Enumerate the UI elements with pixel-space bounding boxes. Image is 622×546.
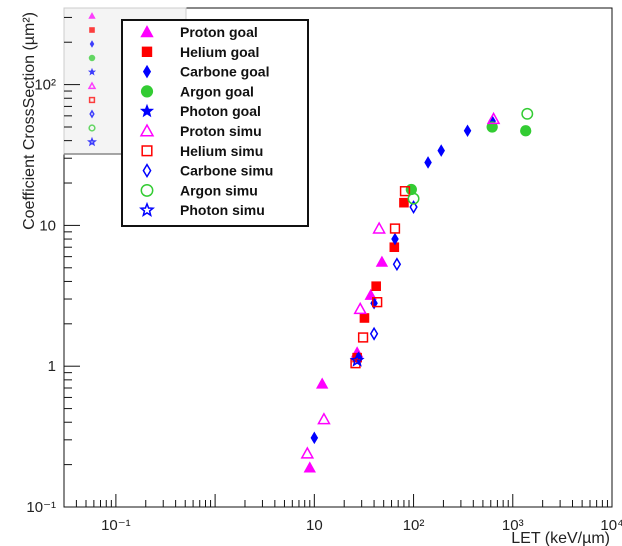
legend-marker [140,85,154,98]
legend-label: Photon goal [180,103,261,119]
x-tick-label: 10⁴ [600,517,622,534]
legend-label: Carbone simu [180,163,273,179]
data-point [357,332,369,343]
data-point [520,125,532,137]
x-tick-label: 10 [306,517,323,534]
legend-label: Argon simu [180,182,258,198]
x-tick-label: 10⁻¹ [101,517,131,534]
data-point [349,352,365,367]
legend-marker [139,103,155,118]
data-point [486,111,501,125]
ghost-legend-marker [88,96,96,104]
y-tick-label: 10² [34,77,56,94]
legend-label: Proton simu [180,123,262,139]
y-tick-label: 10 [39,217,56,234]
legend-label: Carbone goal [180,64,269,80]
y-tick-label: 10⁻¹ [26,499,56,516]
data-point [371,281,381,291]
data-point [375,255,389,267]
data-point [310,431,319,445]
data-point [300,446,315,459]
data-point [372,221,386,234]
data-point [463,124,472,138]
x-axis-title: LET (keV/µm) [511,530,610,546]
data-point [389,223,401,234]
data-point [407,192,420,205]
data-point [353,301,367,315]
legend-marker [139,123,155,137]
data-point [521,107,534,120]
ghost-legend-marker [89,109,95,119]
data-point [391,232,399,246]
legend: Proton goal Helium goal Carbone goal Argon … [121,19,309,227]
legend-marker [141,145,153,157]
data-point [437,144,445,157]
data-point [364,288,377,300]
ghost-legend-marker [88,124,96,132]
ghost-legend-marker [87,67,97,76]
legend-marker [139,201,155,217]
data-point [399,197,409,208]
ghost-legend-marker [89,27,95,33]
legend-marker [140,183,154,197]
ghost-legend-marker [89,40,95,48]
data-point [392,257,402,272]
y-axis-title: Coefficient CrossSection (µm²) [21,12,38,230]
x-tick-label: 10³ [502,517,524,534]
legend-marker [142,64,152,79]
axes: 10⁻¹ 10 10² 10³ 10⁴ 10⁻¹ 1 10 10² [26,16,622,534]
ghost-legend-marker [87,136,97,147]
x-tick-label: 10² [403,517,425,534]
data-point [424,156,432,169]
legend-label: Helium goal [180,44,259,60]
legend-marker [141,46,153,58]
legend-label: Photon simu [180,202,265,218]
data-point [317,412,331,425]
data-point [369,326,379,341]
legend-label: Helium simu [180,143,263,159]
data-point [409,200,418,215]
ghost-legend-marker [87,81,97,90]
data-point [359,313,370,323]
data-point [303,461,316,473]
legend-marker [142,163,152,179]
y-tick-label: 1 [48,358,56,375]
data-point [372,297,383,308]
legend-label: Argon goal [180,83,254,99]
ghost-legend-marker [88,12,96,19]
ghost-legend-marker [88,54,96,62]
data-points [300,107,534,473]
data-point [486,121,498,133]
legend-label: Proton goal [180,24,258,40]
data-point [316,377,329,389]
legend-marker [140,25,154,38]
data-point [399,186,411,197]
